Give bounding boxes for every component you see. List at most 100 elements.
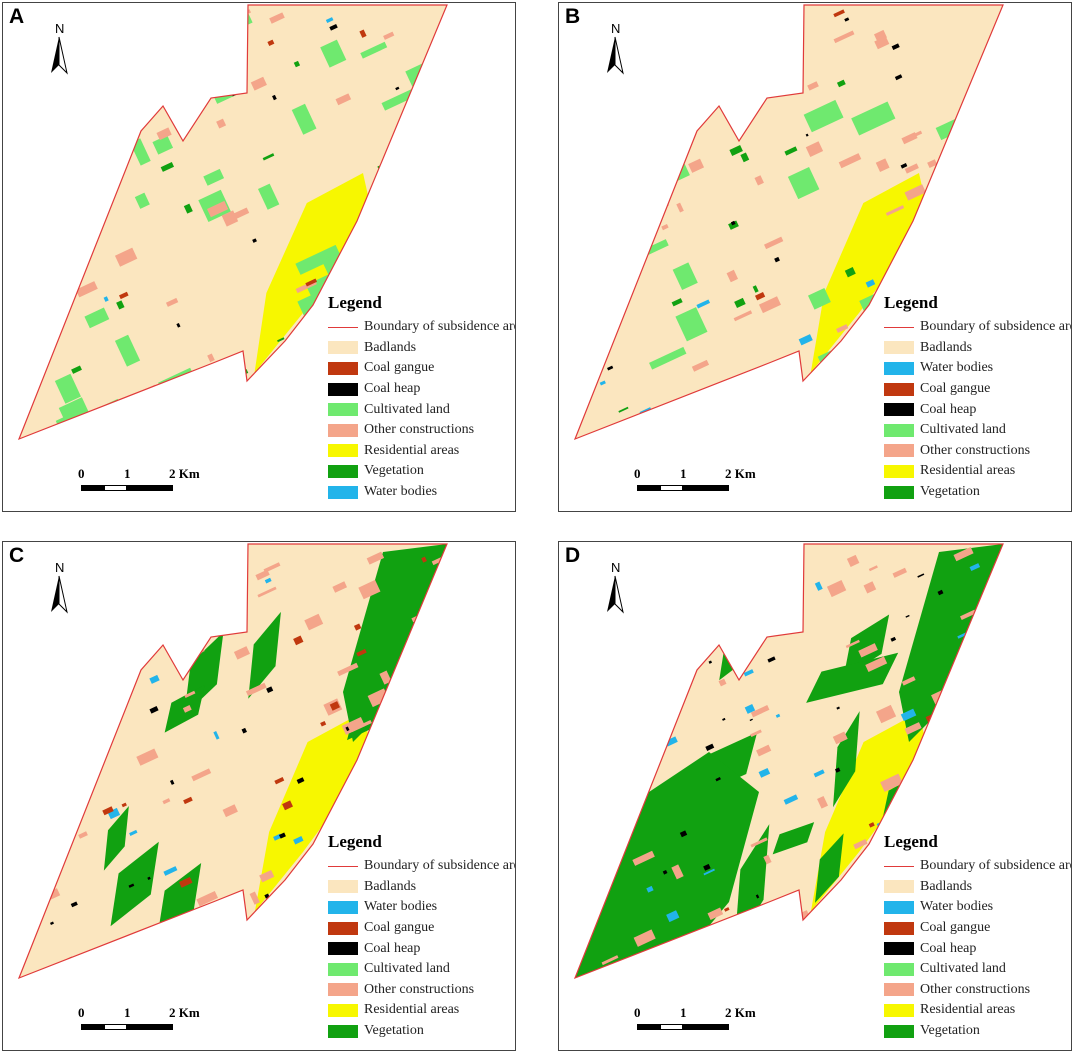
coal-gangue-patch: [724, 907, 730, 912]
construction-patch: [750, 729, 762, 737]
water-patch: [423, 176, 434, 185]
construction-patch: [858, 643, 878, 658]
legend-swatch: [884, 403, 914, 417]
coal-heap-patch: [836, 706, 840, 710]
construction-patch: [885, 205, 905, 216]
construction-patch: [764, 236, 784, 250]
cultivated-patch: [115, 100, 154, 124]
legend-swatch: [884, 361, 914, 375]
construction-patch: [161, 82, 179, 96]
construction-patch: [780, 933, 799, 950]
vegetation-patch: [148, 415, 163, 426]
construction-patch: [358, 579, 381, 600]
coal-heap-patch: [749, 718, 753, 722]
construction-patch: [197, 936, 208, 946]
water-patch: [163, 866, 178, 876]
water-patch: [647, 609, 659, 621]
construction-patch: [832, 731, 848, 745]
coal-gangue-patch: [274, 776, 285, 785]
construction-patch: [680, 947, 687, 953]
construction-patch: [718, 678, 727, 687]
coal-heap-patch: [149, 705, 159, 714]
legend-item-heap: Coal heap: [879, 938, 1071, 959]
vegetation-patch: [692, 952, 734, 978]
construction-patch: [964, 129, 973, 138]
construction-patch: [337, 662, 359, 677]
legend-label: Coal heap: [920, 940, 977, 956]
coal-heap-patch: [428, 742, 434, 747]
vegetation-patch: [740, 152, 750, 163]
scale-tick-2: 2 Km: [169, 1005, 200, 1020]
vegetation-patch: [412, 221, 423, 229]
construction-patch: [269, 12, 285, 24]
construction-patch: [301, 963, 317, 977]
coal-heap-patch: [767, 656, 776, 663]
construction-patch: [608, 758, 619, 766]
construction-patch: [833, 30, 855, 44]
scale-tick-1: 1: [124, 466, 131, 481]
legend-item-water: Water bodies: [879, 358, 1071, 379]
construction-patch: [634, 676, 651, 687]
water-patch: [756, 570, 768, 582]
coal-heap-patch: [272, 94, 277, 101]
vegetation-patch: [842, 907, 870, 978]
land-use-map: [17, 4, 448, 441]
coal-heap-patch: [147, 876, 151, 880]
panel-letter: C: [9, 544, 25, 567]
water-patch: [325, 17, 334, 24]
vegetation-patch: [844, 267, 856, 278]
water-patch: [666, 910, 680, 923]
coal-heap-patch: [815, 413, 820, 416]
vegetation-patch: [728, 220, 739, 230]
construction-patch: [846, 554, 860, 567]
construction-patch: [691, 359, 710, 372]
vegetation-patch: [47, 708, 105, 794]
construction-patch: [901, 132, 918, 145]
construction-patch: [833, 954, 844, 966]
construction-patch: [763, 919, 779, 934]
legend-swatch: [884, 900, 914, 914]
coal-heap-patch: [917, 573, 925, 578]
water-patch: [781, 903, 796, 915]
legend-item-badlands: Badlands: [879, 877, 1071, 898]
water-patch: [969, 563, 981, 572]
legend-swatch: [884, 464, 914, 478]
vegetation-patch: [618, 406, 629, 413]
vegetation-patch: [71, 365, 82, 374]
coal-gangue-patch: [183, 796, 193, 805]
vegetation-patch: [855, 927, 880, 978]
construction-patch: [625, 653, 638, 663]
coal-heap-patch: [993, 655, 998, 661]
construction-patch: [58, 138, 65, 144]
legend-item-other: Other constructions: [323, 420, 515, 441]
coal-heap-patch: [705, 743, 715, 751]
construction-patch: [733, 310, 753, 322]
legend-label: Coal gangue: [364, 360, 435, 376]
coal-heap-patch: [933, 789, 939, 793]
legend-item-boundary: Boundary of subsidence area: [323, 317, 515, 338]
subsidence-boundary: [573, 4, 1004, 441]
coal-gangue-patch: [121, 802, 127, 808]
construction-patch: [259, 869, 275, 883]
legend-swatch: [328, 880, 358, 894]
north-label: N: [611, 560, 621, 575]
water-patch: [696, 299, 711, 309]
coal-heap-patch: [679, 830, 688, 838]
construction-patch: [754, 175, 764, 186]
coal-heap-patch: [667, 572, 674, 579]
construction-patch: [71, 127, 78, 133]
vegetation-patch: [262, 153, 275, 161]
construction-patch: [395, 662, 416, 677]
construction-patch: [397, 744, 410, 756]
scale-bar: 0 1 2 Km: [634, 1005, 757, 1035]
vegetation-patch: [183, 203, 193, 214]
coal-heap-patch: [266, 686, 274, 694]
water-patch: [900, 708, 917, 722]
water-patch: [166, 933, 178, 941]
construction-patch: [161, 394, 182, 411]
legend-label: Coal gangue: [364, 920, 435, 936]
legend-title: Legend: [884, 293, 938, 312]
legend-item-other: Other constructions: [879, 980, 1071, 1001]
legend-label: Badlands: [364, 878, 417, 894]
legend-label: Badlands: [920, 339, 973, 355]
